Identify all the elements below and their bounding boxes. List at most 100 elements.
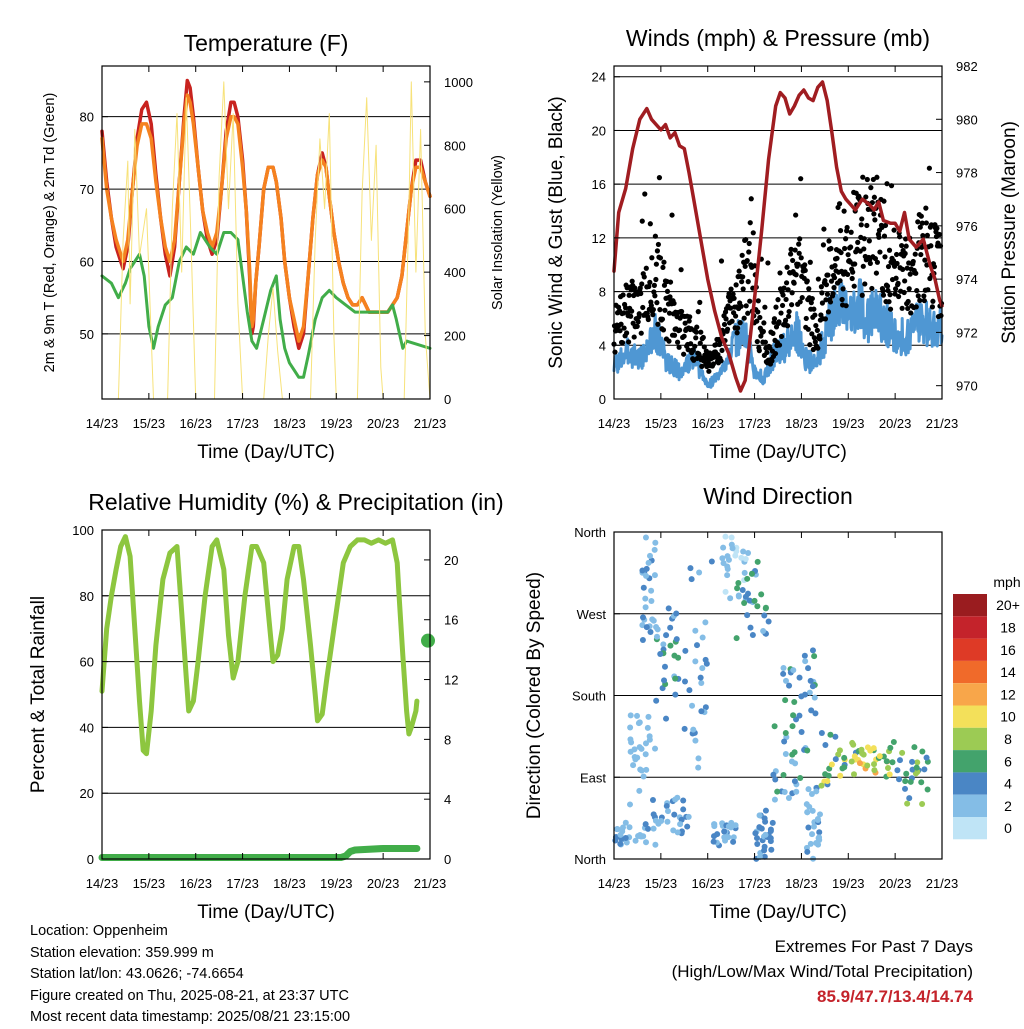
station-location: Location: Oppenheim	[30, 923, 168, 939]
y-right-tick-label: 200	[444, 329, 466, 344]
direction-point	[793, 788, 800, 795]
gust-point	[764, 349, 770, 356]
gust-point	[913, 270, 919, 276]
direction-point	[643, 839, 650, 846]
gust-point	[866, 238, 872, 244]
gust-point	[907, 271, 913, 277]
direction-point	[896, 757, 903, 764]
gust-point	[651, 282, 657, 288]
direction-point	[907, 778, 914, 785]
gust-point	[662, 307, 668, 313]
extremes-subheading: (High/Low/Max Wind/Total Precipitation)	[671, 962, 973, 981]
direction-point	[703, 660, 710, 667]
direction-point	[876, 753, 883, 760]
gust-point	[733, 313, 739, 319]
gust-point	[626, 292, 632, 298]
gust-point	[910, 258, 916, 265]
gust-point	[862, 281, 868, 287]
x-tick-label: 19/23	[320, 876, 353, 891]
gust-point	[762, 304, 768, 310]
direction-point	[748, 570, 755, 577]
y-tick-label: 8	[599, 285, 606, 300]
gust-point	[639, 218, 645, 224]
gust-point	[872, 217, 878, 223]
direction-point	[640, 614, 647, 621]
direction-point	[741, 600, 748, 607]
direction-point	[771, 796, 778, 803]
gust-point	[886, 247, 893, 253]
direction-point	[714, 831, 721, 838]
axes-frame	[101, 529, 431, 860]
direction-point	[756, 824, 763, 831]
gust-point	[660, 327, 667, 333]
gust-point	[728, 286, 734, 292]
gust-point	[929, 304, 936, 310]
direction-point	[765, 618, 772, 625]
gust-point	[917, 297, 923, 304]
y-right-tick-label: 978	[956, 166, 978, 181]
y-right-tick-label: 800	[444, 138, 466, 153]
gust-point	[645, 316, 651, 323]
direction-point	[739, 587, 746, 594]
gust-point	[882, 222, 889, 229]
gust-point	[724, 326, 731, 332]
gust-point	[690, 347, 696, 354]
extremes-values: 85.9/47.7/13.4/14.74	[817, 987, 973, 1006]
direction-point	[671, 811, 678, 818]
gust-point	[819, 300, 826, 306]
direction-point	[792, 760, 799, 767]
legend-swatch	[953, 727, 987, 751]
gust-point	[698, 329, 704, 335]
direction-point	[894, 767, 901, 774]
direction-point	[762, 605, 769, 612]
gust-point	[880, 288, 886, 294]
gust-point	[934, 225, 940, 231]
gust-point	[792, 247, 798, 253]
y-tick-label: 0	[599, 392, 606, 407]
direction-point	[914, 759, 921, 766]
direction-point	[902, 785, 909, 792]
recent-timestamp: Most recent data timestamp: 2025/08/21 2…	[30, 1009, 351, 1025]
x-axis-label: Time (Day/UTC)	[709, 442, 847, 463]
direction-point	[871, 767, 878, 774]
gust-point	[843, 236, 849, 242]
direction-point	[730, 834, 737, 841]
gust-point	[885, 287, 891, 294]
plot-area	[98, 534, 435, 861]
direction-point	[650, 811, 657, 818]
gust-point	[667, 279, 674, 285]
gust-point	[685, 347, 691, 353]
gust-point	[765, 260, 771, 266]
gust-point	[823, 282, 830, 288]
gust-point	[859, 216, 865, 222]
gust-point	[740, 286, 746, 292]
gust-point	[721, 321, 728, 328]
direction-point	[807, 840, 814, 847]
x-tick-label: 17/23	[738, 876, 771, 891]
direction-point	[841, 764, 848, 771]
direction-point	[627, 724, 634, 731]
direction-point	[643, 766, 650, 773]
direction-point	[768, 846, 775, 853]
gust-point	[771, 316, 778, 322]
gust-point	[805, 326, 811, 332]
gust-point	[641, 274, 647, 280]
gust-point	[807, 342, 813, 348]
gust-point	[844, 224, 850, 231]
gust-point	[861, 246, 867, 252]
gust-point	[693, 329, 699, 335]
direction-point	[702, 619, 709, 626]
direction-point	[681, 678, 688, 685]
gust-point	[718, 258, 725, 264]
direction-point	[782, 730, 789, 737]
legend-label: 18	[1000, 619, 1016, 635]
direction-point	[804, 809, 811, 816]
gust-point	[687, 314, 693, 320]
direction-point	[632, 756, 639, 763]
direction-point	[812, 710, 819, 717]
gust-point	[747, 220, 753, 226]
gust-point	[653, 276, 659, 283]
gust-point	[736, 268, 742, 274]
y-right-tick-label: 972	[956, 325, 978, 340]
